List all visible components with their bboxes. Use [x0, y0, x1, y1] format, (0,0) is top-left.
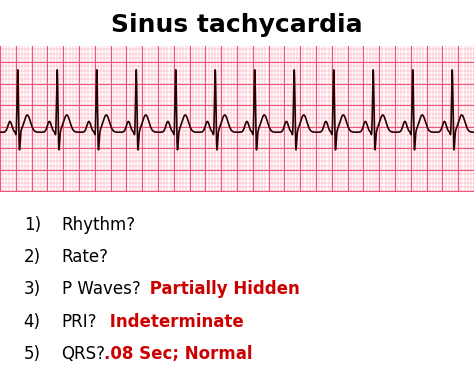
Text: Rhythm?: Rhythm?	[62, 216, 136, 234]
Text: .08 Sec; Normal: .08 Sec; Normal	[104, 345, 253, 363]
Text: QRS?: QRS?	[62, 345, 106, 363]
Text: 4): 4)	[24, 313, 41, 331]
Text: PRI?: PRI?	[62, 313, 97, 331]
Text: 2): 2)	[24, 248, 41, 266]
Text: Indeterminate: Indeterminate	[104, 313, 244, 331]
Text: Sinus tachycardia: Sinus tachycardia	[111, 13, 363, 37]
Text: 5): 5)	[24, 345, 41, 363]
Text: 3): 3)	[24, 280, 41, 298]
Text: Rate?: Rate?	[62, 248, 109, 266]
Text: Partially Hidden: Partially Hidden	[145, 280, 300, 298]
Text: P Waves?: P Waves?	[62, 280, 140, 298]
Text: 1): 1)	[24, 216, 41, 234]
